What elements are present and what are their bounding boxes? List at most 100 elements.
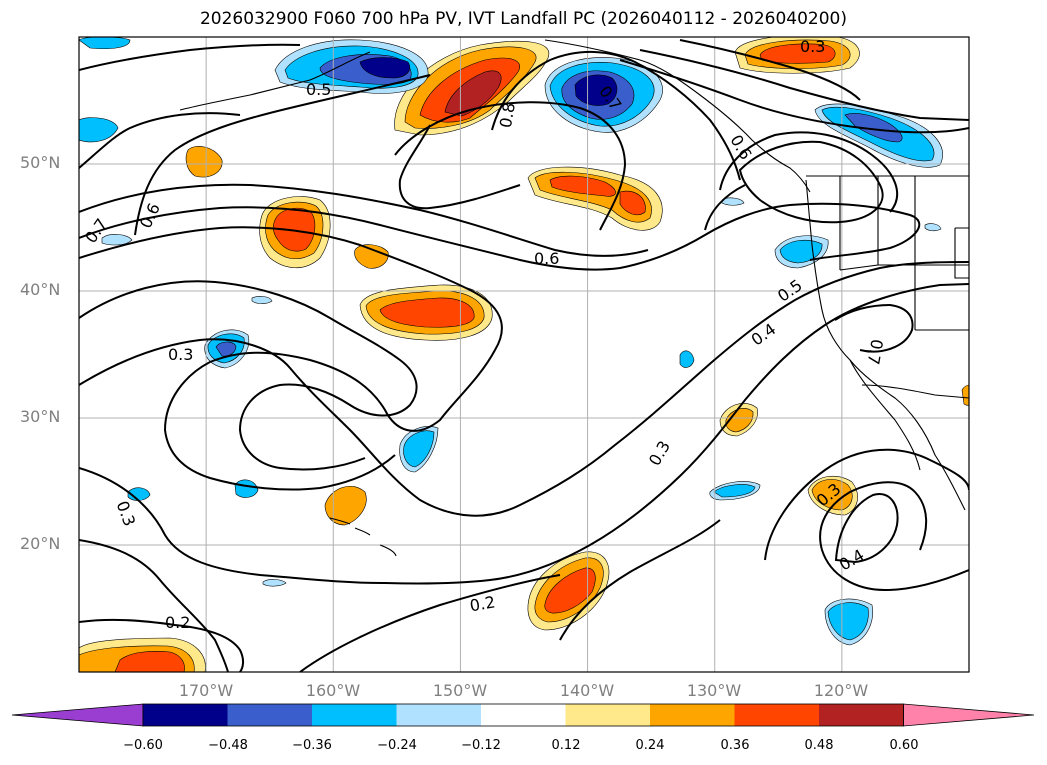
contour-line [79, 183, 649, 257]
contour-line [559, 519, 721, 641]
lon-label-150w: 150°W [432, 681, 488, 700]
contour-line [79, 112, 241, 169]
contour-labels: 0.3 0.7 0.8 0.6 0.7 0.5 0.6 0.6 0.5 0.4 … [81, 37, 886, 632]
contour-line [764, 448, 969, 561]
contour-line [79, 618, 244, 672]
colorbar-segment [819, 704, 904, 726]
anomaly-negative [359, 57, 411, 79]
colorbar-segment [143, 704, 228, 726]
anomaly-negative [234, 479, 259, 498]
colorbar-tick-label: −0.24 [377, 738, 417, 753]
aleutian-islands [179, 51, 371, 111]
anomaly-negative [251, 296, 273, 304]
lon-label-130w: 130°W [686, 681, 742, 700]
colorbar-extend-low [11, 703, 144, 727]
anomaly-negative [101, 234, 133, 246]
contour-label: 0.3 [645, 437, 674, 469]
anomaly-positive [185, 146, 223, 178]
contour-label: 0.8 [496, 101, 519, 129]
lon-label-140w: 140°W [559, 681, 615, 700]
contour-label: 0.3 [113, 498, 140, 528]
contour-line [679, 39, 861, 101]
colorbar-tick-label: −0.12 [461, 738, 501, 753]
colorbar-segment [481, 704, 566, 726]
colorbar-extend-high [903, 703, 1035, 727]
anomaly-negative [713, 484, 756, 498]
colorbar-segment [227, 704, 313, 726]
colorbar-tick-label: 0.36 [720, 738, 750, 753]
colorbar-tick-label: 0.24 [635, 738, 665, 753]
contour-label: 0.5 [306, 80, 331, 99]
anomaly-negative [844, 113, 903, 143]
contour-line [79, 280, 418, 471]
contour-label: 0.3 [800, 37, 825, 56]
contour-label: 0.2 [468, 592, 496, 615]
colorbar-segment [734, 704, 820, 726]
anomaly-positive [544, 567, 596, 614]
anomaly-positive [759, 43, 836, 64]
anomaly-positive [324, 486, 367, 526]
contour-line [819, 481, 969, 592]
pv-contours [79, 39, 969, 672]
colorbar-outline [142, 703, 904, 727]
contour-line [639, 49, 969, 121]
anomaly-positive [619, 190, 646, 216]
lon-label-170w: 170°W [178, 681, 234, 700]
colorbar-tick-label: −0.60 [123, 738, 163, 753]
colorbar-segment [312, 704, 397, 726]
contour-line [834, 493, 899, 564]
contour-line [491, 51, 741, 181]
colorbar-segment [650, 704, 735, 726]
colorbar-segment [565, 704, 651, 726]
contour-line [79, 226, 503, 491]
contour-line [394, 101, 627, 231]
contour-line [134, 74, 431, 236]
map-frame [78, 36, 970, 673]
hawaii-islands [329, 517, 397, 557]
colorbar-tick-label: −0.36 [292, 738, 332, 753]
anomaly-negative [779, 239, 823, 264]
baja-california [849, 359, 921, 471]
colorbar-tick-label: 0.48 [804, 738, 834, 753]
lat-label-40n: 40°N [20, 280, 61, 299]
contour-label: 0.3 [168, 345, 193, 364]
contour-line [79, 43, 301, 71]
contour-label: 0.4 [836, 545, 868, 574]
colorbar-segment [396, 704, 482, 726]
contour-label: 0.6 [726, 131, 755, 163]
colorbar [11, 703, 1035, 727]
anomaly-negative [721, 197, 745, 206]
anomaly-negative [679, 350, 695, 368]
contour-line [79, 261, 969, 517]
anomaly-positive [549, 175, 616, 197]
alaska-coast [544, 39, 811, 193]
lat-label-20n: 20°N [20, 534, 61, 553]
contour-label: 0.2 [165, 613, 190, 632]
coastlines [179, 39, 969, 557]
contour-line [738, 140, 884, 224]
anomaly-negative [262, 579, 287, 587]
anomaly-positive [961, 384, 969, 406]
chart-title: 2026032900 F060 700 hPa PV, IVT Landfall… [199, 9, 847, 29]
contour-label: 0.5 [774, 275, 806, 305]
colorbar-tick-label: −0.48 [208, 738, 248, 753]
contour-line [299, 574, 561, 672]
map-content: 0.3 0.7 0.8 0.6 0.7 0.5 0.6 0.6 0.5 0.4 … [79, 37, 969, 672]
contour-line [79, 539, 229, 672]
anomaly-negative [403, 430, 435, 468]
contour-label: 0.4 [748, 319, 780, 349]
contour-line [79, 283, 969, 585]
anomaly-negative [574, 74, 618, 106]
anomaly-positive [379, 297, 475, 328]
contour-line [704, 184, 746, 231]
contour-line [619, 59, 969, 134]
anomaly-positive [354, 244, 389, 269]
anomaly-negative [79, 117, 119, 143]
colorbar-tick-label: 0.60 [889, 738, 919, 753]
contour-label: 0.7 [864, 338, 887, 366]
anomaly-negative [827, 602, 869, 641]
anomaly-positive [114, 650, 185, 672]
lat-label-50n: 50°N [20, 153, 61, 172]
anomaly-negative [924, 223, 942, 232]
